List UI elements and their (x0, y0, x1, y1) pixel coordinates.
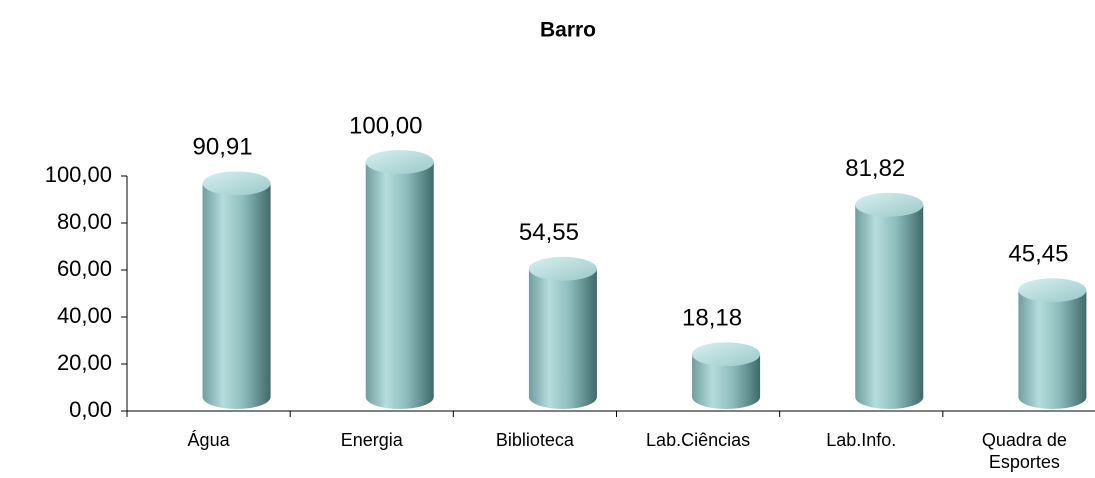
x-tick-label: Água (188, 430, 231, 450)
value-label: 45,45 (1008, 241, 1068, 268)
value-label: 100,00 (349, 112, 422, 139)
bar-top (528, 256, 597, 281)
x-tick-label: Lab.Ciências (646, 430, 750, 450)
bar (528, 268, 597, 410)
bar-top (855, 192, 924, 217)
bar-top (365, 150, 434, 174)
x-tick-label: Quadra de Esportes (982, 430, 1067, 472)
bar (365, 162, 434, 410)
y-tick-label: 100,00 (45, 162, 112, 187)
x-tick-label: Biblioteca (496, 430, 575, 450)
x-tick-label: Lab.Info. (826, 430, 896, 450)
value-label: 54,55 (519, 219, 579, 246)
bar (1018, 290, 1087, 409)
value-label: 81,82 (845, 155, 905, 182)
bar (855, 204, 924, 410)
chart-title: Barro (540, 19, 596, 42)
bar (202, 183, 271, 409)
y-tick-label: 80,00 (57, 209, 112, 234)
y-tick-label: 20,00 (57, 350, 112, 375)
x-tick-label: Energia (341, 430, 404, 450)
bar-top (692, 342, 761, 367)
bar-top (1018, 278, 1087, 303)
value-label: 90,91 (193, 134, 253, 161)
value-label: 18,18 (682, 305, 742, 332)
y-tick-label: 40,00 (57, 303, 112, 328)
bar-top (202, 171, 271, 196)
y-tick-label: 60,00 (57, 256, 112, 281)
bar (692, 354, 761, 410)
y-tick-label: 0,00 (69, 397, 112, 422)
